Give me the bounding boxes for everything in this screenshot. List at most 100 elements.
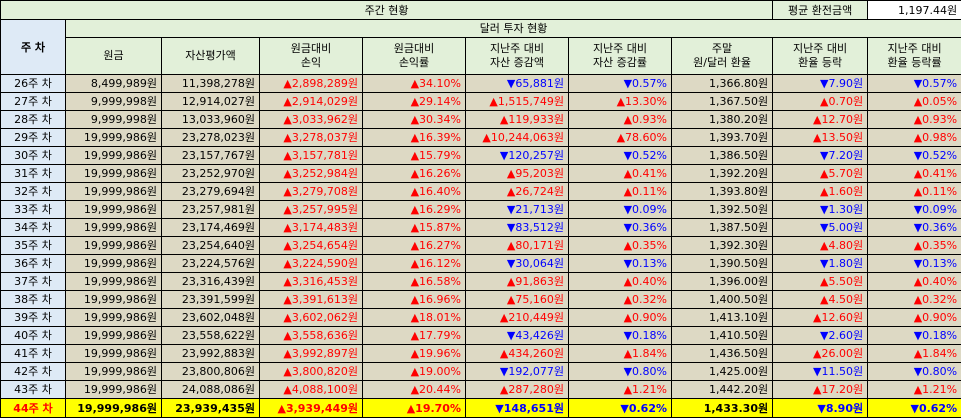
principal-cell[interactable]: 19,999,986원 xyxy=(66,345,162,363)
asset-value-cell[interactable]: 23,254,640원 xyxy=(162,237,260,255)
rate-change-rate-cell[interactable]: 0.05% xyxy=(868,93,961,111)
profit-loss-cell[interactable]: 3,558,636원 xyxy=(260,327,363,345)
weekly-change-cell[interactable]: 30,064원 xyxy=(466,255,569,273)
profit-loss-rate-cell[interactable]: 16.40% xyxy=(363,183,466,201)
profit-loss-rate-cell[interactable]: 29.14% xyxy=(363,93,466,111)
rate-change-cell[interactable]: 0.70원 xyxy=(773,93,868,111)
exchange-rate-cell[interactable]: 1,367.50원 xyxy=(672,93,773,111)
profit-loss-rate-cell[interactable]: 16.29% xyxy=(363,201,466,219)
weekly-change-rate-cell[interactable]: 0.62% xyxy=(569,399,672,418)
asset-value-cell[interactable]: 23,316,439원 xyxy=(162,273,260,291)
weekly-change-rate-cell[interactable]: 0.32% xyxy=(569,291,672,309)
week-cell[interactable]: 31주 차 xyxy=(1,165,66,183)
asset-value-cell[interactable]: 23,157,767원 xyxy=(162,147,260,165)
profit-loss-cell[interactable]: 3,224,590원 xyxy=(260,255,363,273)
asset-value-cell[interactable]: 23,391,599원 xyxy=(162,291,260,309)
asset-value-cell[interactable]: 11,398,278원 xyxy=(162,75,260,93)
profit-loss-cell[interactable]: 3,174,483원 xyxy=(260,219,363,237)
rate-change-rate-cell[interactable]: 0.41% xyxy=(868,165,961,183)
weekly-change-rate-cell[interactable]: 0.18% xyxy=(569,327,672,345)
weekly-change-cell[interactable]: 210,449원 xyxy=(466,309,569,327)
rate-change-rate-cell[interactable]: 0.57% xyxy=(868,75,961,93)
rate-change-cell[interactable]: 12.60원 xyxy=(773,309,868,327)
weekly-change-rate-cell[interactable]: 0.35% xyxy=(569,237,672,255)
profit-loss-cell[interactable]: 3,391,613원 xyxy=(260,291,363,309)
weekly-change-rate-cell[interactable]: 0.40% xyxy=(569,273,672,291)
profit-loss-rate-cell[interactable]: 16.58% xyxy=(363,273,466,291)
profit-loss-cell[interactable]: 3,033,962원 xyxy=(260,111,363,129)
exchange-rate-cell[interactable]: 1,436.50원 xyxy=(672,345,773,363)
profit-loss-cell[interactable]: 3,939,449원 xyxy=(260,399,363,418)
principal-cell[interactable]: 19,999,986원 xyxy=(66,327,162,345)
profit-loss-cell[interactable]: 3,157,781원 xyxy=(260,147,363,165)
principal-cell[interactable]: 9,999,998원 xyxy=(66,93,162,111)
exchange-rate-cell[interactable]: 1,410.50원 xyxy=(672,327,773,345)
profit-loss-cell[interactable]: 3,278,037원 xyxy=(260,129,363,147)
asset-value-cell[interactable]: 23,558,622원 xyxy=(162,327,260,345)
rate-change-cell[interactable]: 7.20원 xyxy=(773,147,868,165)
principal-cell[interactable]: 19,999,986원 xyxy=(66,201,162,219)
rate-change-cell[interactable]: 17.20원 xyxy=(773,381,868,399)
exchange-rate-cell[interactable]: 1,425.00원 xyxy=(672,363,773,381)
weekly-change-rate-cell[interactable]: 13.30% xyxy=(569,93,672,111)
profit-loss-rate-cell[interactable]: 17.79% xyxy=(363,327,466,345)
rate-change-cell[interactable]: 11.50원 xyxy=(773,363,868,381)
profit-loss-rate-cell[interactable]: 20.44% xyxy=(363,381,466,399)
exchange-rate-cell[interactable]: 1,393.70원 xyxy=(672,129,773,147)
rate-change-cell[interactable]: 13.50원 xyxy=(773,129,868,147)
principal-cell[interactable]: 19,999,986원 xyxy=(66,237,162,255)
weekly-change-rate-cell[interactable]: 78.60% xyxy=(569,129,672,147)
exchange-rate-cell[interactable]: 1,400.50원 xyxy=(672,291,773,309)
rate-change-rate-cell[interactable]: 0.35% xyxy=(868,237,961,255)
profit-loss-rate-cell[interactable]: 16.96% xyxy=(363,291,466,309)
profit-loss-rate-cell[interactable]: 16.27% xyxy=(363,237,466,255)
asset-value-cell[interactable]: 12,914,027원 xyxy=(162,93,260,111)
week-cell[interactable]: 43주 차 xyxy=(1,381,66,399)
profit-loss-rate-cell[interactable]: 16.39% xyxy=(363,129,466,147)
weekly-change-rate-cell[interactable]: 0.90% xyxy=(569,309,672,327)
weekly-change-rate-cell[interactable]: 0.52% xyxy=(569,147,672,165)
profit-loss-cell[interactable]: 3,254,654원 xyxy=(260,237,363,255)
exchange-rate-cell[interactable]: 1,392.30원 xyxy=(672,237,773,255)
asset-value-cell[interactable]: 23,224,576원 xyxy=(162,255,260,273)
weekly-change-rate-cell[interactable]: 0.93% xyxy=(569,111,672,129)
weekly-change-cell[interactable]: 21,713원 xyxy=(466,201,569,219)
rate-change-cell[interactable]: 12.70원 xyxy=(773,111,868,129)
weekly-change-cell[interactable]: 192,077원 xyxy=(466,363,569,381)
principal-cell[interactable]: 19,999,986원 xyxy=(66,381,162,399)
asset-value-cell[interactable]: 23,800,806원 xyxy=(162,363,260,381)
week-cell[interactable]: 39주 차 xyxy=(1,309,66,327)
weekly-change-cell[interactable]: 120,257원 xyxy=(466,147,569,165)
profit-loss-rate-cell[interactable]: 34.10% xyxy=(363,75,466,93)
principal-cell[interactable]: 19,999,986원 xyxy=(66,183,162,201)
rate-change-rate-cell[interactable]: 0.11% xyxy=(868,183,961,201)
rate-change-cell[interactable]: 1.30원 xyxy=(773,201,868,219)
rate-change-rate-cell[interactable]: 0.93% xyxy=(868,111,961,129)
asset-value-cell[interactable]: 13,033,960원 xyxy=(162,111,260,129)
weekly-change-cell[interactable]: 10,244,063원 xyxy=(466,129,569,147)
exchange-rate-cell[interactable]: 1,390.50원 xyxy=(672,255,773,273)
exchange-rate-cell[interactable]: 1,387.50원 xyxy=(672,219,773,237)
profit-loss-cell[interactable]: 3,316,453원 xyxy=(260,273,363,291)
weekly-change-rate-cell[interactable]: 1.21% xyxy=(569,381,672,399)
week-cell[interactable]: 34주 차 xyxy=(1,219,66,237)
exchange-rate-cell[interactable]: 1,433.30원 xyxy=(672,399,773,418)
weekly-change-rate-cell[interactable]: 0.80% xyxy=(569,363,672,381)
profit-loss-cell[interactable]: 4,088,100원 xyxy=(260,381,363,399)
weekly-change-rate-cell[interactable]: 0.09% xyxy=(569,201,672,219)
asset-value-cell[interactable]: 23,279,694원 xyxy=(162,183,260,201)
principal-cell[interactable]: 19,999,986원 xyxy=(66,399,162,418)
weekly-change-cell[interactable]: 148,651원 xyxy=(466,399,569,418)
weekly-change-cell[interactable]: 75,160원 xyxy=(466,291,569,309)
weekly-change-cell[interactable]: 1,515,749원 xyxy=(466,93,569,111)
week-cell[interactable]: 36주 차 xyxy=(1,255,66,273)
week-cell[interactable]: 38주 차 xyxy=(1,291,66,309)
asset-value-cell[interactable]: 23,602,048원 xyxy=(162,309,260,327)
rate-change-rate-cell[interactable]: 0.18% xyxy=(868,327,961,345)
rate-change-cell[interactable]: 4.80원 xyxy=(773,237,868,255)
rate-change-rate-cell[interactable]: 0.13% xyxy=(868,255,961,273)
rate-change-rate-cell[interactable]: 0.80% xyxy=(868,363,961,381)
exchange-rate-cell[interactable]: 1,386.50원 xyxy=(672,147,773,165)
weekly-change-rate-cell[interactable]: 0.41% xyxy=(569,165,672,183)
exchange-rate-cell[interactable]: 1,380.20원 xyxy=(672,111,773,129)
